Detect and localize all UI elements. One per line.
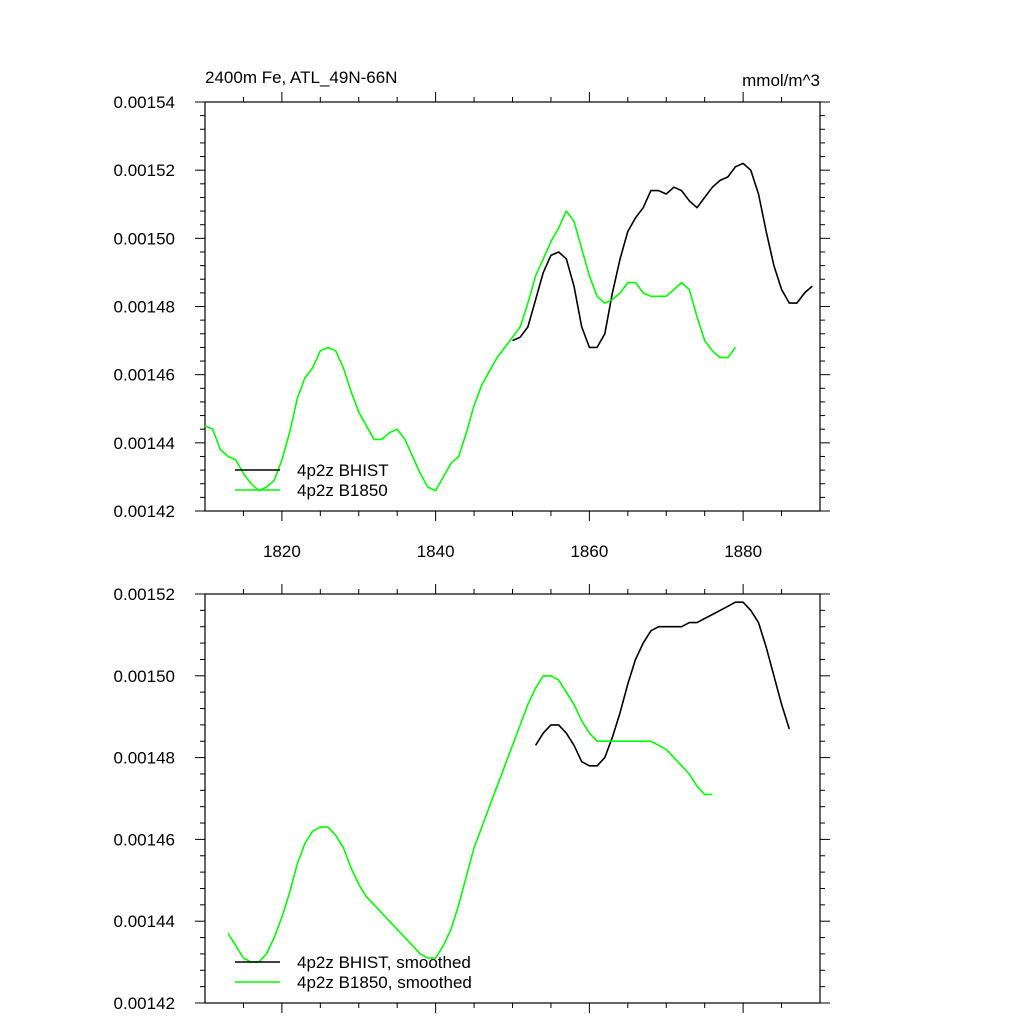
- top-series-bhist-line: [512, 162, 813, 349]
- top-panel: 2400m Fe, ATL_49N-66N mmol/m^3 1820 1840 1…: [114, 68, 830, 561]
- bottom-legend-label: 4p2z BHIST, smoothed: [297, 953, 471, 972]
- bottom-y-tick-label: 0.00146: [114, 830, 175, 849]
- top-y-tick-label: 0.00144: [114, 434, 175, 453]
- top-y-tick-label: 0.00148: [114, 298, 175, 317]
- top-x-tick-label: 1860: [570, 542, 608, 561]
- bottom-y-tick-label: 0.00142: [114, 994, 175, 1013]
- bottom-panel: 0.00142 0.00144 0.00146 0.00148 0.00150 0.001…: [114, 584, 830, 1013]
- bottom-y-tick-label: 0.00144: [114, 912, 175, 931]
- bottom-y-tick-label: 0.00152: [114, 585, 175, 604]
- bottom-y-tick-label: 0.00148: [114, 749, 175, 768]
- top-panel-title: 2400m Fe, ATL_49N-66N: [205, 68, 397, 87]
- bottom-y-tick-label: 0.00150: [114, 667, 175, 686]
- top-x-tick-label: 1880: [724, 542, 762, 561]
- top-y-tick-label: 0.00150: [114, 229, 175, 248]
- top-y-tick-label: 0.00154: [114, 93, 175, 112]
- bottom-plot-frame: [204, 593, 821, 1004]
- top-legend-label: 4p2z BHIST: [297, 461, 389, 480]
- top-y-tick-label: 0.00146: [114, 366, 175, 385]
- top-y-tick-label: 0.00142: [114, 502, 175, 521]
- top-x-tick-label: 1840: [417, 542, 455, 561]
- top-legend-label: 4p2z B1850: [297, 481, 388, 500]
- bottom-series-b1850-line: [227, 674, 713, 963]
- top-panel-units: mmol/m^3: [742, 71, 820, 90]
- top-plot-frame: [204, 101, 821, 512]
- top-x-tick-label: 1820: [263, 542, 301, 561]
- bottom-series-bhist-line: [534, 601, 791, 767]
- top-y-tick-label: 0.00152: [114, 161, 175, 180]
- top-series-b1850-line: [204, 210, 737, 492]
- bottom-legend-label: 4p2z B1850, smoothed: [297, 973, 472, 992]
